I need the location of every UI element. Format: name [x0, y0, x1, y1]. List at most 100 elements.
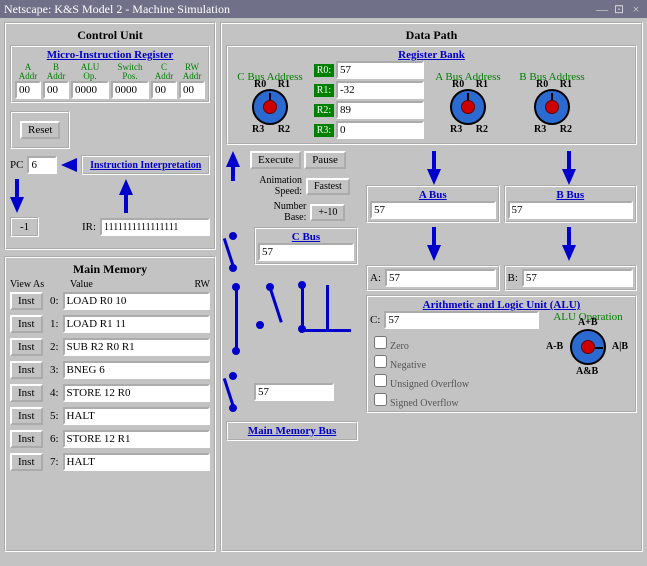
bbus-field[interactable]: [508, 201, 634, 219]
anim-speed-label: Animation Speed:: [250, 175, 302, 197]
instruction-interpretation-link[interactable]: Instruction Interpretation: [90, 160, 201, 171]
control-unit-panel: Control Unit Micro-Instruction Register …: [4, 22, 216, 250]
memory-value-field[interactable]: [63, 384, 211, 402]
mmbus-value-field[interactable]: [254, 383, 334, 401]
a-field[interactable]: [385, 269, 496, 287]
memory-row: Inst 4:: [10, 384, 210, 402]
register-label: R0:: [314, 64, 334, 77]
mir-field[interactable]: [15, 81, 41, 99]
memory-row: Inst 1:: [10, 315, 210, 333]
ir-label: IR:: [82, 221, 96, 233]
mir-field[interactable]: [179, 81, 205, 99]
bbus-dial[interactable]: R0 R1 R3 R2: [528, 83, 576, 131]
abus-addr-label: A Bus Address: [428, 71, 508, 83]
memory-value-field[interactable]: [63, 453, 211, 471]
mir-field[interactable]: [71, 81, 109, 99]
data-path-title: Data Path: [226, 28, 637, 43]
inst-button[interactable]: Inst: [10, 407, 43, 425]
memory-value-field[interactable]: [63, 430, 211, 448]
b-field[interactable]: [522, 269, 633, 287]
reset-button[interactable]: Reset: [20, 121, 60, 139]
arrow-up-icon: [226, 151, 240, 167]
register-row: R2:: [314, 101, 424, 119]
circuit-diagram: [226, 277, 358, 367]
memory-index: 2:: [47, 341, 59, 353]
control-unit-title: Control Unit: [10, 28, 210, 43]
memory-value-field[interactable]: [63, 361, 211, 379]
mir-field[interactable]: [151, 81, 177, 99]
alu-box: Arithmetic and Logic Unit (ALU) C: ZeroN…: [366, 295, 637, 413]
inst-button[interactable]: Inst: [10, 361, 43, 379]
register-label: R1:: [314, 84, 334, 97]
window-title: Netscape: K&S Model 2 - Machine Simulati…: [4, 0, 230, 18]
abus-dial[interactable]: R0 R1 R3 R2: [444, 83, 492, 131]
mir-col-header: BAddr: [47, 63, 66, 81]
memory-value-field[interactable]: [63, 292, 211, 310]
c-field[interactable]: [384, 311, 539, 329]
pause-button[interactable]: Pause: [304, 151, 346, 169]
mir-field[interactable]: [43, 81, 69, 99]
execute-button[interactable]: Execute: [250, 151, 301, 169]
inst-button[interactable]: Inst: [10, 430, 43, 448]
memory-index: 5:: [47, 410, 59, 422]
memory-row: Inst 7:: [10, 453, 210, 471]
mmbus-title: Main Memory Bus: [248, 425, 337, 437]
alu-flag-checkbox[interactable]: [374, 355, 387, 368]
abus-field[interactable]: [370, 201, 496, 219]
inst-button[interactable]: Inst: [10, 292, 43, 310]
arrow-down-icon: [10, 197, 24, 213]
inst-button[interactable]: Inst: [10, 338, 43, 356]
arrow-down-icon: [427, 169, 441, 185]
inst-button[interactable]: Inst: [10, 315, 43, 333]
mir-col-header: CAddr: [155, 63, 174, 81]
alu-flag: Negative: [370, 352, 539, 371]
memory-index: 7:: [47, 456, 59, 468]
register-bank-box: Register Bank C Bus Address R0 R1 R3 R2: [226, 45, 637, 145]
view-as-header: View As: [10, 279, 50, 290]
register-field[interactable]: [336, 101, 424, 119]
arrow-up-icon: [119, 179, 133, 195]
register-field[interactable]: [336, 81, 424, 99]
memory-value-field[interactable]: [63, 338, 211, 356]
alu-flag-checkbox[interactable]: [374, 374, 387, 387]
minimize-icon[interactable]: —: [595, 0, 609, 18]
mir-field[interactable]: [111, 81, 149, 99]
register-field[interactable]: [336, 121, 424, 139]
number-base-select[interactable]: +-10: [310, 204, 345, 221]
inst-button[interactable]: Inst: [10, 453, 43, 471]
memory-value-field[interactable]: [63, 315, 211, 333]
pc-field[interactable]: [27, 156, 57, 174]
memory-value-field[interactable]: [63, 407, 211, 425]
memory-index: 6:: [47, 433, 59, 445]
arrow-left-icon: [61, 158, 77, 172]
bbus-title: B Bus: [556, 189, 584, 201]
register-row: R1:: [314, 81, 424, 99]
alu-flag: Unsigned Overflow: [370, 371, 539, 390]
alu-flag-checkbox[interactable]: [374, 336, 387, 349]
cbus-title: C Bus: [292, 231, 320, 243]
ir-field[interactable]: [100, 218, 210, 236]
mir-col-header: AAddr: [19, 63, 38, 81]
memory-index: 4:: [47, 387, 59, 399]
alu-flag: Zero: [370, 333, 539, 352]
memory-row: Inst 6:: [10, 430, 210, 448]
mir-col-header: RWAddr: [183, 63, 202, 81]
maximize-icon[interactable]: ⊡: [612, 0, 626, 18]
memory-row: Inst 5:: [10, 407, 210, 425]
anim-speed-select[interactable]: Fastest: [306, 178, 350, 195]
rw-header: RW: [194, 279, 210, 290]
minus-one-box: -1: [10, 217, 39, 237]
close-icon[interactable]: ×: [629, 0, 643, 18]
cbus-field[interactable]: [258, 243, 354, 261]
alu-op-dial[interactable]: A+B A-B A|B A&B: [564, 323, 612, 371]
inst-button[interactable]: Inst: [10, 384, 43, 402]
alu-flag-checkbox[interactable]: [374, 393, 387, 406]
cbus-dial[interactable]: R0 R1 R3 R2: [246, 83, 294, 131]
register-field[interactable]: [336, 61, 424, 79]
arrow-down-icon: [427, 245, 441, 261]
register-label: R2:: [314, 104, 334, 117]
data-path-panel: Data Path Register Bank C Bus Address R0…: [220, 22, 643, 552]
alu-title: Arithmetic and Logic Unit (ALU): [423, 299, 581, 311]
register-row: R3:: [314, 121, 424, 139]
arrow-down-icon: [562, 169, 576, 185]
